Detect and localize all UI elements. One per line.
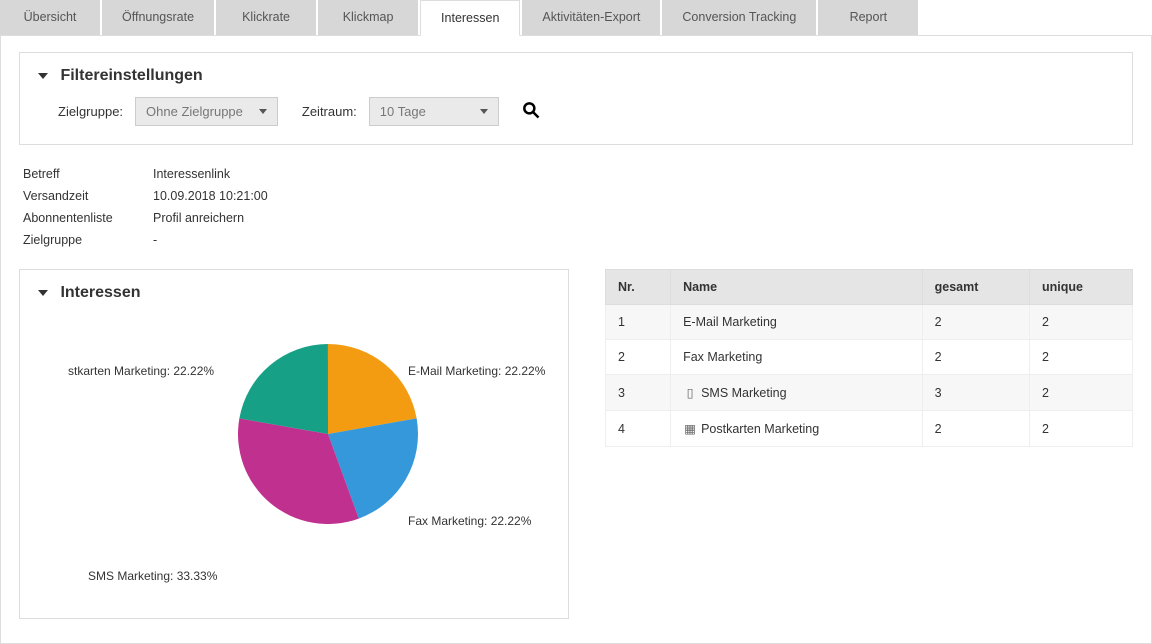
meta-key: Versandzeit <box>23 189 153 203</box>
caret-down-icon <box>38 73 48 79</box>
zeitraum-selected-value: 10 Tage <box>380 104 426 119</box>
caret-down-icon <box>38 290 48 296</box>
tab--ffnungsrate[interactable]: Öffnungsrate <box>102 0 214 35</box>
cell-nr: 2 <box>606 340 671 375</box>
cell-nr: 1 <box>606 305 671 340</box>
pie-slice-label: E-Mail Marketing: 22.22% <box>408 364 545 378</box>
filter-settings-panel: Filtereinstellungen Zielgruppe: Ohne Zie… <box>19 52 1133 145</box>
table-header-cell: Name <box>671 270 923 305</box>
tab-report[interactable]: Report <box>818 0 918 35</box>
meta-key: Abonnentenliste <box>23 211 153 225</box>
meta-row: Versandzeit10.09.2018 10:21:00 <box>23 185 1133 207</box>
tab-klickrate[interactable]: Klickrate <box>216 0 316 35</box>
search-icon[interactable] <box>521 100 541 123</box>
tab-interessen[interactable]: Interessen <box>420 0 520 36</box>
cell-gesamt: 3 <box>922 375 1029 411</box>
cell-nr: 4 <box>606 411 671 447</box>
pie-slice-label: SMS Marketing: 33.33% <box>88 569 217 583</box>
meta-value: 10.09.2018 10:21:00 <box>153 189 268 203</box>
interests-table: Nr.Namegesamtunique 1E-Mail Marketing222… <box>605 269 1133 447</box>
cell-gesamt: 2 <box>922 305 1029 340</box>
zeitraum-select[interactable]: 10 Tage <box>369 97 499 126</box>
zeitraum-label: Zeitraum: <box>302 104 357 119</box>
filter-panel-title: Filtereinstellungen <box>60 67 202 84</box>
meta-row: BetreffInteressenlink <box>23 163 1133 185</box>
pie-graphic <box>238 344 418 527</box>
interests-panel-title: Interessen <box>60 284 140 301</box>
cell-unique: 2 <box>1029 340 1132 375</box>
chevron-down-icon <box>259 109 267 114</box>
mailing-meta: BetreffInteressenlinkVersandzeit10.09.20… <box>23 163 1133 251</box>
cell-unique: 2 <box>1029 305 1132 340</box>
zielgruppe-select[interactable]: Ohne Zielgruppe <box>135 97 278 126</box>
filter-panel-header[interactable]: Filtereinstellungen <box>38 67 1114 85</box>
meta-value: - <box>153 233 157 247</box>
tab-klickmap[interactable]: Klickmap <box>318 0 418 35</box>
calculator-icon: ▦ <box>683 421 697 436</box>
meta-row: Zielgruppe- <box>23 229 1133 251</box>
cell-unique: 2 <box>1029 375 1132 411</box>
cell-gesamt: 2 <box>922 340 1029 375</box>
zielgruppe-selected-value: Ohne Zielgruppe <box>146 104 243 119</box>
tab-conversion-tracking[interactable]: Conversion Tracking <box>662 0 816 35</box>
cell-unique: 2 <box>1029 411 1132 447</box>
tab-bar: ÜbersichtÖffnungsrateKlickrateKlickmapIn… <box>0 0 1152 36</box>
table-header-cell: unique <box>1029 270 1132 305</box>
table-row[interactable]: 4▦Postkarten Marketing22 <box>606 411 1133 447</box>
table-row[interactable]: 1E-Mail Marketing22 <box>606 305 1133 340</box>
table-header-cell: Nr. <box>606 270 671 305</box>
phone-icon: ▯ <box>683 385 697 400</box>
pie-slice-label: Fax Marketing: 22.22% <box>408 514 531 528</box>
cell-name: E-Mail Marketing <box>671 305 923 340</box>
cell-name: ▯SMS Marketing <box>671 375 923 411</box>
pie-chart: E-Mail Marketing: 22.22% Fax Marketing: 2… <box>38 314 550 594</box>
meta-value: Interessenlink <box>153 167 230 181</box>
cell-gesamt: 2 <box>922 411 1029 447</box>
table-row[interactable]: 2Fax Marketing22 <box>606 340 1133 375</box>
tab-content: Filtereinstellungen Zielgruppe: Ohne Zie… <box>0 36 1152 644</box>
table-header-cell: gesamt <box>922 270 1029 305</box>
lower-row: Interessen E-Mail Marketing: 22.22% Fax M… <box>19 269 1133 619</box>
zielgruppe-label: Zielgruppe: <box>58 104 123 119</box>
pie-slice[interactable] <box>239 344 328 434</box>
table-row[interactable]: 3▯SMS Marketing32 <box>606 375 1133 411</box>
chevron-down-icon <box>480 109 488 114</box>
cell-name: Fax Marketing <box>671 340 923 375</box>
meta-value: Profil anreichern <box>153 211 244 225</box>
meta-row: AbonnentenlisteProfil anreichern <box>23 207 1133 229</box>
filter-row: Zielgruppe: Ohne Zielgruppe Zeitraum: 10… <box>38 97 1114 126</box>
tab-aktivit-ten-export[interactable]: Aktivitäten-Export <box>522 0 660 35</box>
meta-key: Betreff <box>23 167 153 181</box>
pie-slice[interactable] <box>328 344 417 434</box>
interests-panel-header[interactable]: Interessen <box>38 284 550 302</box>
cell-nr: 3 <box>606 375 671 411</box>
cell-name: ▦Postkarten Marketing <box>671 411 923 447</box>
meta-key: Zielgruppe <box>23 233 153 247</box>
interests-chart-panel: Interessen E-Mail Marketing: 22.22% Fax M… <box>19 269 569 619</box>
tab--bersicht[interactable]: Übersicht <box>0 0 100 35</box>
pie-slice-label: stkarten Marketing: 22.22% <box>68 364 214 378</box>
